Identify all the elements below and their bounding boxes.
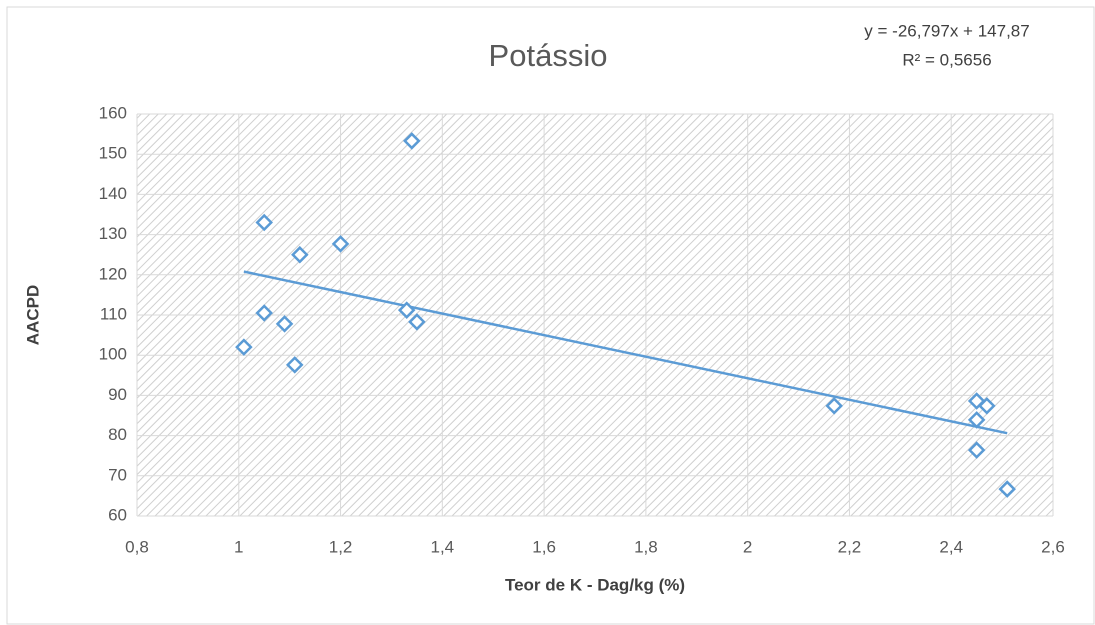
y-tick-label: 140	[99, 184, 127, 203]
point	[403, 132, 421, 150]
x-tick-label: 1,4	[431, 537, 455, 556]
x-tick-label: 1,2	[329, 537, 353, 556]
y-tick-label: 60	[108, 505, 127, 524]
y-tick-label: 120	[99, 264, 127, 283]
chart-title: Potássio	[489, 38, 608, 73]
x-tick-label: 2,6	[1041, 537, 1065, 556]
point	[331, 235, 350, 253]
point	[408, 313, 426, 331]
point	[275, 315, 294, 333]
equation: y = -26,797x + 147,87	[864, 21, 1029, 40]
y-tick-label: 150	[99, 144, 127, 163]
point	[998, 480, 1016, 498]
x-axis-title: Teor de K - Dag/kg (%)	[505, 575, 685, 594]
y-tick-label: 90	[108, 385, 127, 404]
x-tick-label: 1	[234, 537, 243, 556]
point	[967, 441, 986, 459]
r-squared: R² = 0,5656	[902, 50, 991, 69]
point	[397, 301, 416, 319]
trendline	[243, 270, 1008, 435]
y-tick-label: 130	[99, 224, 127, 243]
point	[967, 411, 986, 429]
x-tick-label: 2	[743, 537, 752, 556]
x-tick-label: 2,2	[838, 537, 862, 556]
y-tick-label: 160	[99, 103, 127, 122]
point	[825, 397, 843, 415]
point	[255, 213, 273, 232]
y-axis-title: AACPD	[23, 285, 42, 345]
y-tick-label: 100	[99, 345, 127, 364]
y-tick-label: 80	[108, 425, 127, 444]
y-tick-label: 70	[108, 465, 127, 484]
x-tick-label: 0,8	[125, 537, 149, 556]
point	[967, 392, 986, 410]
point	[285, 356, 304, 374]
point	[978, 397, 996, 415]
y-tick-label: 110	[100, 304, 127, 323]
x-tick-label: 2,4	[939, 537, 963, 556]
x-tick-label: 1,6	[532, 537, 556, 556]
point	[255, 304, 273, 322]
point	[291, 245, 309, 264]
point	[235, 338, 253, 356]
x-tick-label: 1,8	[634, 537, 658, 556]
